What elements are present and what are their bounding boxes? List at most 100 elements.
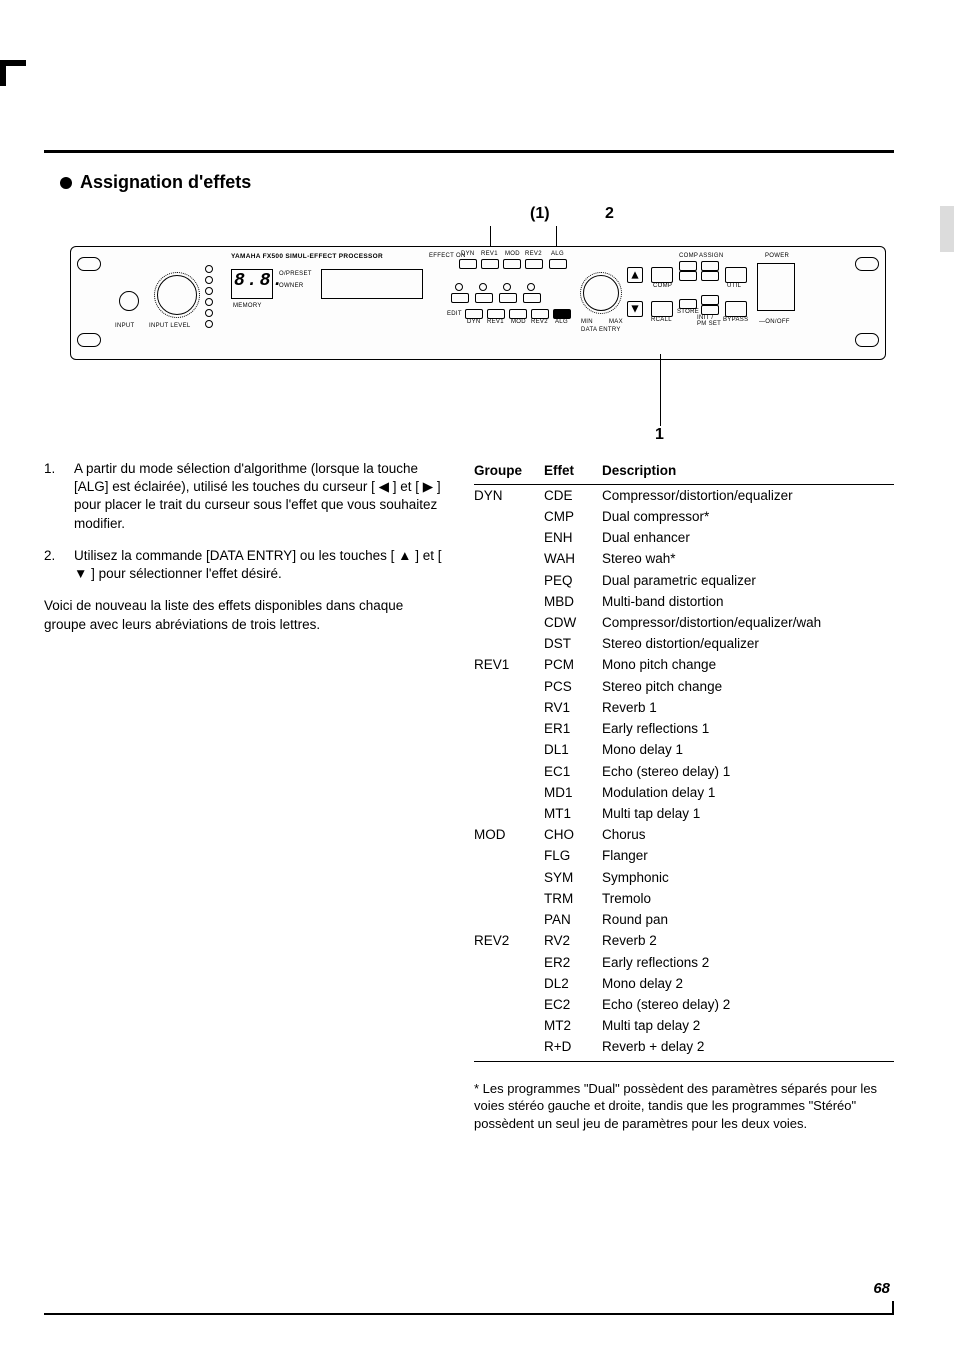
table-row: SYMSymphonic: [474, 867, 894, 888]
table-row: PANRound pan: [474, 910, 894, 931]
cell-description: Dual compressor*: [602, 506, 894, 527]
btn-icon: [701, 295, 719, 305]
table-row: TRMTremolo: [474, 888, 894, 909]
label-max: MAX: [609, 319, 623, 325]
cell-effect: ENH: [544, 528, 602, 549]
cell-description: Echo (stereo delay) 1: [602, 761, 894, 782]
label-alg: ALG: [551, 251, 564, 257]
btn-icon: [459, 259, 477, 269]
brand-line: YAMAHA FX500 SIMUL-EFFECT PROCESSOR: [231, 253, 383, 260]
cell-group: [474, 804, 544, 825]
cell-group: [474, 867, 544, 888]
btn-icon: [451, 293, 469, 303]
cell-description: Modulation delay 1: [602, 782, 894, 803]
cell-effect: PAN: [544, 910, 602, 931]
label-input-level: INPUT LEVEL: [149, 323, 191, 329]
col-desc: Description: [602, 460, 894, 485]
cell-group: [474, 1037, 544, 1061]
label-comp: COMP: [653, 283, 672, 289]
cell-effect: RV2: [544, 931, 602, 952]
table-header-row: Groupe Effet Description: [474, 460, 894, 485]
cell-group: MOD: [474, 825, 544, 846]
led-icon: [479, 283, 487, 291]
cell-description: Early reflections 1: [602, 719, 894, 740]
cell-effect: DL2: [544, 973, 602, 994]
cell-group: [474, 761, 544, 782]
led-icon: [527, 283, 535, 291]
label-preset: O/PRESET: [279, 271, 312, 277]
cell-effect: EC1: [544, 761, 602, 782]
cell-effect: PEQ: [544, 570, 602, 591]
sevenseg-value: 8.8.: [234, 271, 285, 291]
btn-icon: [531, 309, 549, 319]
diagram-callouts-top: (1) 2: [60, 205, 894, 243]
content-columns: 1.A partir du mode sélection d'algorithm…: [44, 460, 894, 1132]
cell-description: Mono delay 1: [602, 740, 894, 761]
step-item: 1.A partir du mode sélection d'algorithm…: [44, 460, 444, 533]
cell-effect: ER1: [544, 719, 602, 740]
cell-description: Echo (stereo delay) 2: [602, 994, 894, 1015]
table-row: REV2RV2Reverb 2: [474, 931, 894, 952]
cell-description: Tremolo: [602, 888, 894, 909]
table-row: DYNCDECompressor/distortion/equalizer: [474, 485, 894, 507]
scan-edge-artifact: [940, 206, 954, 252]
input-level-knob-icon: [157, 275, 197, 315]
table-row: MD1Modulation delay 1: [474, 782, 894, 803]
step-text: Utilisez la commande [DATA ENTRY] ou les…: [74, 547, 444, 583]
cell-effect: R+D: [544, 1037, 602, 1061]
cell-description: Flanger: [602, 846, 894, 867]
label-dyn-b: DYN: [467, 319, 481, 325]
cell-description: Compressor/distortion/equalizer/wah: [602, 613, 894, 634]
cell-group: [474, 973, 544, 994]
top-rule: [44, 150, 894, 153]
cell-effect: EC2: [544, 994, 602, 1015]
table-row: MODCHOChorus: [474, 825, 894, 846]
left-column: 1.A partir du mode sélection d'algorithm…: [44, 460, 444, 1132]
btn-icon: [499, 293, 517, 303]
cell-effect: RV1: [544, 697, 602, 718]
label-rev2-b: REV2: [531, 319, 548, 325]
step-number: 2.: [44, 547, 64, 583]
cell-description: Multi-band distortion: [602, 591, 894, 612]
table-row: ENHDual enhancer: [474, 528, 894, 549]
cell-description: Reverb 1: [602, 697, 894, 718]
cell-description: Chorus: [602, 825, 894, 846]
cursor-down-button-icon: [627, 301, 643, 317]
callout-label-1-paren: (1): [530, 205, 550, 223]
cell-group: [474, 1016, 544, 1037]
cell-description: Dual enhancer: [602, 528, 894, 549]
cell-group: [474, 697, 544, 718]
btn-icon: [525, 259, 543, 269]
btn-icon: [487, 309, 505, 319]
cell-group: REV2: [474, 931, 544, 952]
table-row: PCSStereo pitch change: [474, 676, 894, 697]
page: Assignation d'effets (1) 2 INPUT INPUT L…: [0, 0, 954, 1351]
cell-description: Early reflections 2: [602, 952, 894, 973]
table-row: CMPDual compressor*: [474, 506, 894, 527]
label-store: STORE: [677, 309, 699, 315]
cell-effect: MT1: [544, 804, 602, 825]
intro-paragraph: Voici de nouveau la liste des effets dis…: [44, 597, 444, 633]
cell-group: DYN: [474, 485, 544, 507]
callout-label-2: 2: [605, 205, 614, 223]
page-number: 68: [873, 1280, 890, 1297]
cell-effect: CDE: [544, 485, 602, 507]
footnote: * Les programmes "Dual" possèdent des pa…: [474, 1080, 894, 1133]
label-util: UTIL: [727, 283, 741, 289]
label-on-off: —ON/OFF: [759, 319, 790, 325]
table-row: DSTStereo distortion/equalizer: [474, 634, 894, 655]
cell-effect: SYM: [544, 867, 602, 888]
table-row: ER2Early reflections 2: [474, 952, 894, 973]
power-switch-icon: [757, 263, 795, 311]
btn-icon: [465, 309, 483, 319]
led-icon: [503, 283, 511, 291]
cell-effect: WAH: [544, 549, 602, 570]
cell-effect: CDW: [544, 613, 602, 634]
input-jack-icon: [119, 291, 139, 311]
btn-icon: [679, 261, 697, 271]
cell-effect: MD1: [544, 782, 602, 803]
led-meter-icon: [205, 265, 213, 328]
btn-icon: [553, 309, 571, 319]
table-row: R+DReverb + delay 2: [474, 1037, 894, 1061]
cell-description: Compressor/distortion/equalizer: [602, 485, 894, 507]
